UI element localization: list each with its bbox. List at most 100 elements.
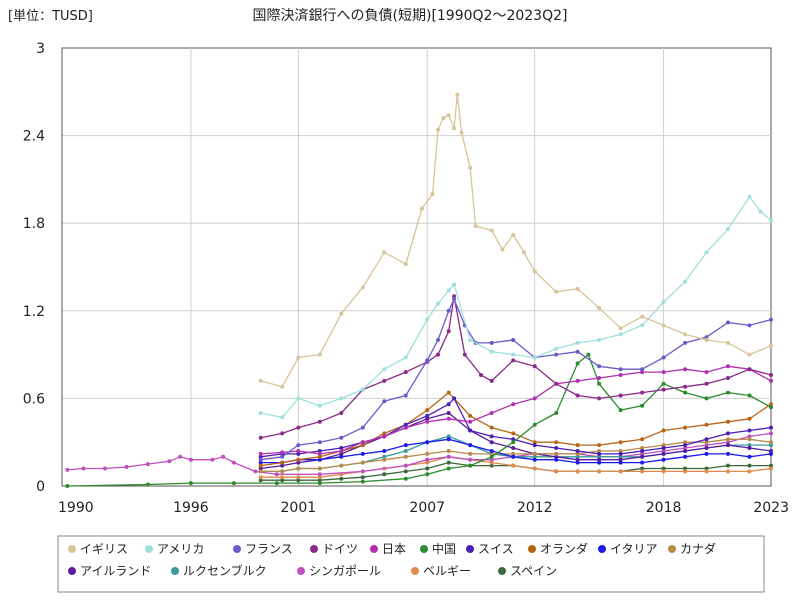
legend-item: スイス: [466, 542, 514, 556]
data-point: [360, 425, 365, 430]
data-point: [65, 484, 70, 488]
series-14: [258, 454, 773, 480]
legend-label: オランダ: [540, 541, 588, 556]
data-point: [436, 301, 440, 306]
legend-label: アメリカ: [157, 542, 204, 556]
legend-item: ドイツ: [310, 542, 358, 556]
data-point: [468, 451, 473, 456]
legend-marker: [411, 567, 419, 575]
data-point: [274, 481, 279, 486]
data-point: [704, 250, 709, 255]
data-point: [258, 463, 263, 468]
data-point: [258, 435, 263, 440]
data-point: [683, 279, 688, 284]
data-point: [661, 428, 666, 433]
data-point: [597, 364, 602, 369]
data-point: [446, 113, 451, 118]
data-point: [360, 479, 365, 484]
data-point: [452, 126, 457, 131]
data-point: [462, 352, 467, 357]
data-point: [521, 250, 526, 255]
data-point: [258, 460, 263, 465]
data-point: [532, 422, 537, 427]
x-tick-label: 2012: [517, 500, 553, 516]
data-point: [65, 467, 70, 472]
data-point: [683, 425, 688, 430]
data-point: [747, 416, 752, 421]
data-point: [747, 367, 752, 372]
data-point: [511, 431, 516, 436]
data-point: [425, 416, 430, 421]
data-point: [726, 469, 730, 474]
data-point: [489, 411, 494, 415]
series-1: [258, 92, 773, 389]
data-point: [455, 92, 460, 97]
data-point: [575, 449, 580, 453]
data-point: [554, 469, 559, 474]
legend-marker: [68, 567, 76, 575]
data-point: [360, 469, 365, 474]
legend-marker: [68, 545, 76, 553]
data-point: [618, 408, 623, 413]
data-point: [280, 478, 285, 483]
data-point: [640, 323, 645, 328]
y-tick-label: 0: [36, 479, 45, 495]
data-point: [661, 300, 666, 304]
data-point: [446, 390, 451, 395]
data-point: [597, 449, 602, 453]
series-5: [258, 364, 773, 456]
data-point: [317, 451, 322, 456]
legend-label: シンガポール: [309, 564, 381, 578]
legend-item: フランス: [233, 542, 293, 556]
legend-label: イギリス: [80, 542, 128, 556]
data-point: [747, 443, 752, 448]
data-point: [683, 384, 688, 389]
legend-item: 日本: [370, 542, 406, 556]
data-point: [704, 469, 709, 474]
data-point: [253, 469, 258, 474]
series-line: [260, 196, 772, 419]
data-point: [459, 130, 464, 135]
data-point: [597, 451, 602, 456]
data-point: [317, 481, 322, 486]
data-point: [640, 367, 645, 372]
data-point: [403, 443, 408, 448]
legend-item: アメリカ: [145, 542, 204, 556]
data-point: [317, 449, 322, 453]
data-point: [446, 308, 451, 313]
legend-label: ドイツ: [322, 542, 358, 556]
data-point: [554, 457, 559, 462]
data-point: [468, 463, 473, 468]
data-point: [382, 449, 387, 453]
data-point: [473, 224, 478, 229]
data-point: [339, 449, 344, 453]
series-line: [260, 397, 772, 458]
data-point: [769, 466, 773, 471]
data-point: [618, 449, 623, 453]
data-point: [532, 269, 537, 274]
data-point: [704, 440, 709, 445]
data-point: [317, 419, 322, 424]
data-point: [403, 262, 408, 267]
x-tick-label: 1996: [173, 500, 209, 516]
data-point: [382, 367, 387, 372]
data-point: [597, 469, 602, 474]
data-point: [468, 419, 473, 424]
data-point: [317, 457, 322, 462]
data-point: [425, 408, 430, 413]
data-point: [258, 469, 263, 474]
x-tick-label: 1990: [58, 500, 94, 516]
data-point: [489, 457, 494, 462]
data-point: [769, 218, 773, 223]
unit-label: [単位：TUSD]: [8, 8, 93, 24]
data-point: [726, 227, 730, 231]
data-point: [726, 340, 730, 345]
data-point: [280, 454, 285, 459]
data-point: [661, 469, 666, 474]
data-point: [360, 285, 365, 290]
data-point: [468, 428, 473, 433]
data-point: [188, 457, 193, 462]
legend-marker: [598, 545, 606, 553]
legend-item: アイルランド: [68, 564, 151, 578]
